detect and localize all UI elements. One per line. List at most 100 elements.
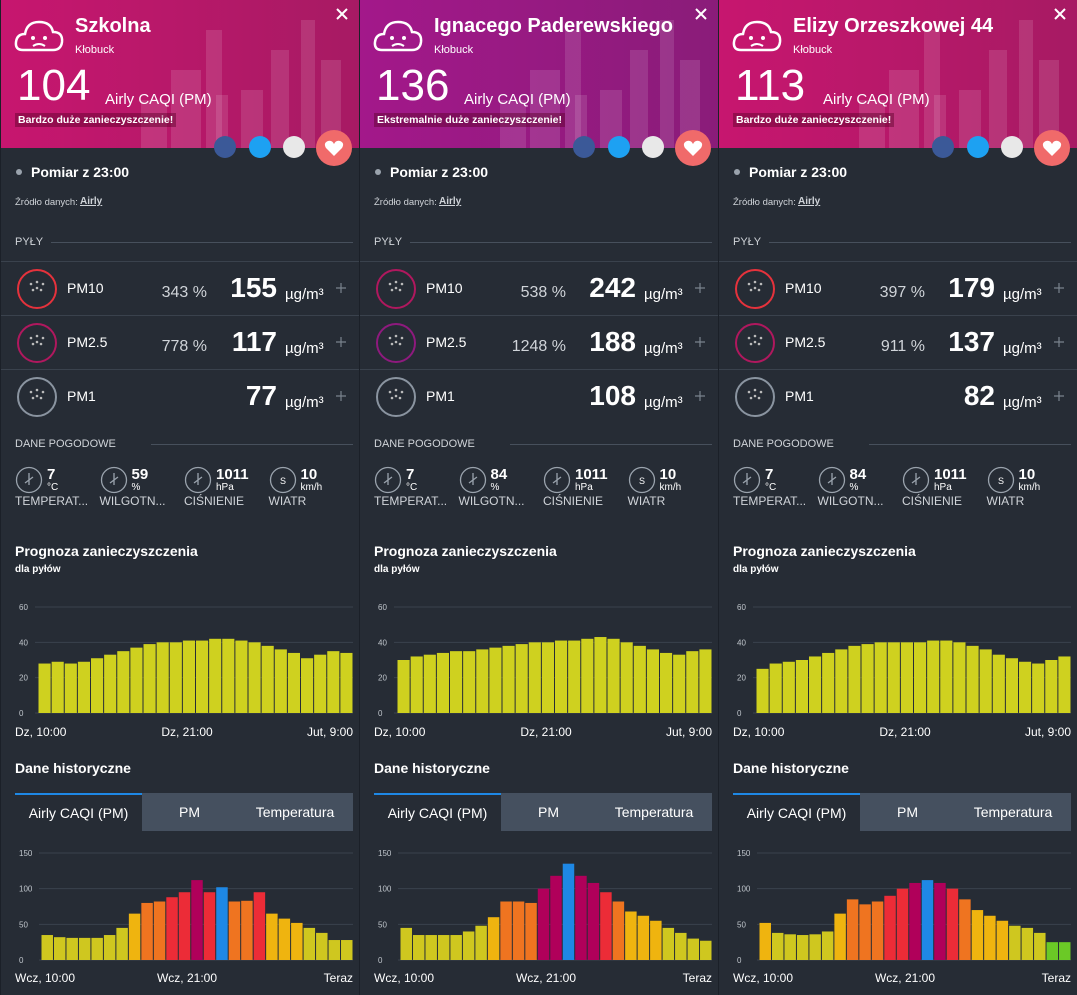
- y-tick-label: 0: [378, 709, 383, 718]
- eye: [43, 36, 47, 40]
- weather-value: 10: [1018, 466, 1036, 483]
- tab[interactable]: PM: [860, 793, 955, 831]
- expand-button[interactable]: [1053, 390, 1065, 402]
- bar: [130, 647, 143, 713]
- pm-dot: [398, 396, 402, 400]
- pm-ring: [376, 269, 416, 309]
- close-icon[interactable]: [1052, 6, 1068, 22]
- bar: [646, 649, 659, 713]
- share-button[interactable]: [1000, 135, 1024, 159]
- expand-button[interactable]: [694, 282, 706, 294]
- bar: [500, 901, 512, 960]
- building: [924, 30, 940, 148]
- bar: [984, 915, 996, 960]
- bar: [291, 922, 303, 960]
- share-button[interactable]: [641, 135, 665, 159]
- bar: [1046, 942, 1059, 960]
- x-tick-label: Dz, 10:00: [374, 725, 426, 739]
- share-button[interactable]: [213, 135, 237, 159]
- favorite-button[interactable]: [315, 129, 353, 167]
- share-button[interactable]: [282, 135, 306, 159]
- bar: [235, 640, 248, 713]
- pm-dot: [394, 388, 398, 392]
- expand-button[interactable]: [694, 390, 706, 402]
- expand-button[interactable]: [694, 336, 706, 348]
- heart: [324, 140, 344, 156]
- pm-dot: [749, 288, 753, 292]
- y-tick-label: 60: [737, 603, 746, 612]
- weather-ring: [459, 466, 486, 494]
- close-icon[interactable]: [334, 6, 350, 22]
- tab[interactable]: PM: [142, 793, 237, 831]
- y-tick-label: 50: [19, 920, 28, 929]
- pm-value: 117: [231, 326, 277, 357]
- bar: [91, 937, 103, 960]
- source-link[interactable]: Airly: [439, 196, 462, 207]
- pm-dot: [753, 340, 757, 344]
- expand-button[interactable]: [335, 282, 347, 294]
- pm-percent: 911 %: [880, 338, 925, 355]
- tab[interactable]: Temperatura: [955, 793, 1071, 831]
- share-button[interactable]: [931, 135, 955, 159]
- bar: [450, 935, 462, 960]
- pm-percent: 538 %: [520, 284, 566, 301]
- section-header: PYŁY: [374, 236, 403, 248]
- building: [141, 100, 167, 148]
- pm-dot: [394, 340, 398, 344]
- y-tick-label: 100: [737, 885, 751, 894]
- close-button[interactable]: [334, 6, 350, 22]
- pm-value: 155: [230, 272, 277, 303]
- expand-button[interactable]: [1053, 336, 1065, 348]
- tab[interactable]: Airly CAQI (PM): [374, 793, 501, 831]
- favorite-button[interactable]: [674, 129, 712, 167]
- eye: [31, 36, 35, 40]
- tab[interactable]: Airly CAQI (PM): [15, 793, 142, 831]
- share-button[interactable]: [607, 135, 631, 159]
- y-tick-label: 0: [737, 709, 742, 718]
- measurement: Pomiar z 23:00: [749, 164, 848, 180]
- favorite-button[interactable]: [1033, 129, 1071, 167]
- tab[interactable]: Temperatura: [596, 793, 712, 831]
- bar: [959, 899, 971, 960]
- bar: [633, 645, 646, 713]
- y-tick-label: 20: [19, 674, 28, 683]
- pm-ring: [376, 377, 416, 417]
- pm-icon: [17, 323, 57, 363]
- bar: [38, 663, 51, 713]
- bar: [537, 888, 550, 960]
- bar: [103, 935, 116, 960]
- eye: [749, 36, 753, 40]
- expand-button[interactable]: [335, 390, 347, 402]
- bar: [53, 937, 66, 960]
- close-button[interactable]: [1052, 6, 1068, 22]
- source-link[interactable]: Airly: [798, 196, 821, 207]
- expand-button[interactable]: [335, 336, 347, 348]
- weather-value: 10: [300, 466, 318, 483]
- bar: [834, 913, 846, 960]
- pm-name: PM10: [785, 280, 822, 296]
- tab[interactable]: Temperatura: [237, 793, 353, 831]
- bar: [896, 888, 909, 960]
- bar: [400, 927, 412, 960]
- share-button[interactable]: [966, 135, 990, 159]
- pm-dot: [31, 396, 35, 400]
- bar: [846, 899, 859, 960]
- pm-dot: [35, 286, 39, 290]
- tab[interactable]: Airly CAQI (PM): [733, 793, 860, 831]
- expand-button[interactable]: [1053, 282, 1065, 294]
- share-button[interactable]: [248, 135, 272, 159]
- mouth: [32, 43, 46, 47]
- bar: [410, 656, 423, 713]
- share-circle: [214, 136, 236, 158]
- tab[interactable]: PM: [501, 793, 596, 831]
- bar: [871, 901, 884, 960]
- y-tick-label: 150: [378, 849, 392, 858]
- close-button[interactable]: [693, 6, 709, 22]
- pm-dot: [388, 282, 392, 286]
- share-button[interactable]: [572, 135, 596, 159]
- close-icon[interactable]: [693, 6, 709, 22]
- pm-dot: [390, 396, 394, 400]
- source-link[interactable]: Airly: [80, 196, 103, 207]
- pm-dot: [753, 280, 757, 284]
- bar: [203, 892, 216, 960]
